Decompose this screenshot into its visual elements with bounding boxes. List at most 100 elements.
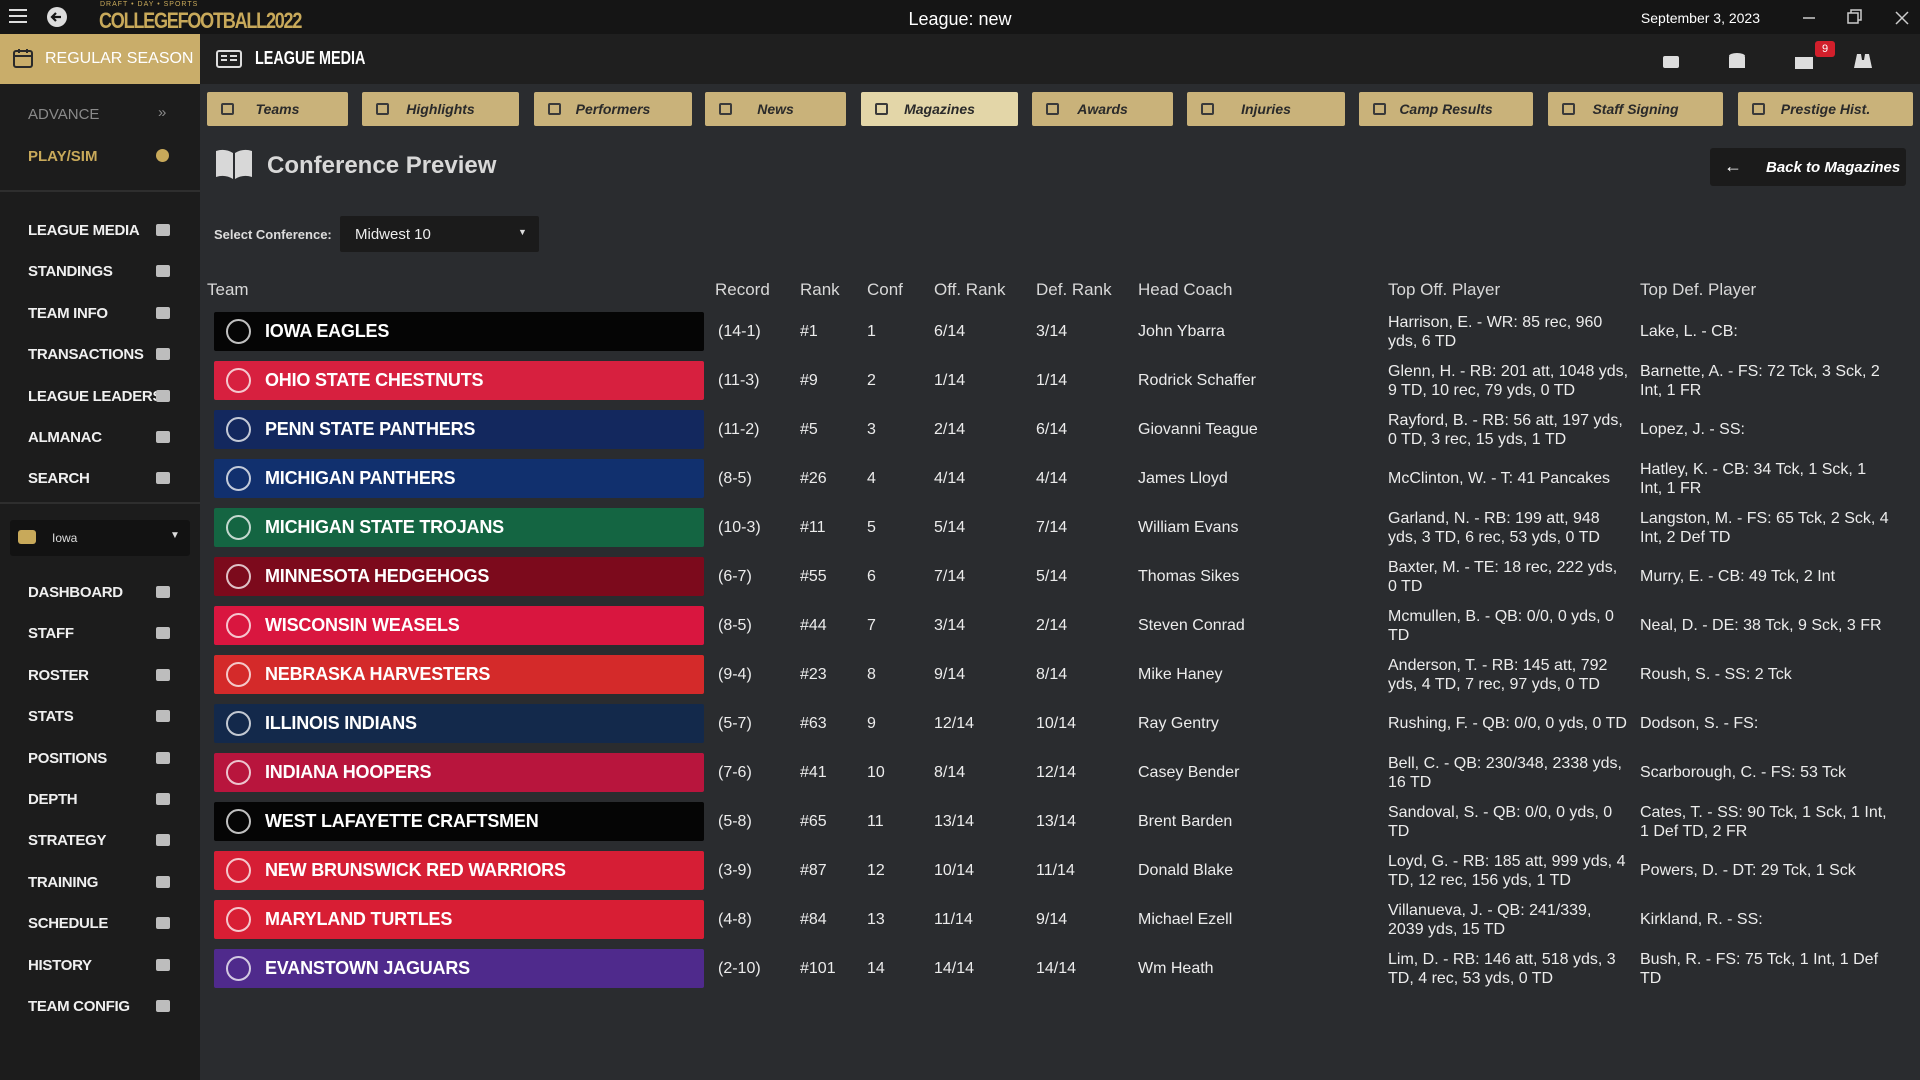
sidebar-item[interactable]: TRAINING (28, 873, 99, 891)
team-name[interactable]: MINNESOTA HEDGEHOGS (214, 557, 704, 596)
toolbar-icons[interactable] (1660, 48, 1880, 72)
table-cell: #5 (800, 421, 818, 438)
table-cell: 13 (867, 911, 885, 928)
sidebar-icon (156, 265, 170, 278)
advance-icon: » (158, 104, 167, 121)
table-cell: Kirkland, R. - SS: (1640, 911, 1763, 928)
tab-label: Teams (255, 101, 300, 117)
sidebar-item[interactable]: SCHEDULE (28, 915, 109, 933)
table-cell: (14-1) (718, 323, 761, 340)
team-select[interactable]: Iowa ▼ (10, 520, 190, 556)
sidebar-item[interactable]: STAFF (28, 625, 74, 643)
table-cell: 14 (867, 960, 885, 977)
tab[interactable]: Highlights (362, 92, 519, 126)
tab[interactable]: Staff Signing (1548, 92, 1723, 126)
table-cell: Sandoval, S. - QB: 0/0, 0 yds, 0 TD (1388, 803, 1613, 840)
season-box[interactable]: REGULAR SEASON (0, 34, 200, 84)
tab[interactable]: Prestige Hist. (1738, 92, 1913, 126)
tab[interactable]: Awards (1032, 92, 1173, 126)
team-select-value: Iowa (52, 531, 78, 545)
sidebar-item[interactable]: DEPTH (28, 791, 78, 808)
tab-icon (1046, 103, 1059, 115)
sidebar-item[interactable]: POSITIONS (28, 749, 107, 767)
play-sim-button[interactable]: PLAY/SIM (28, 148, 98, 165)
media-icon (216, 50, 242, 68)
team-name[interactable]: NEW BRUNSWICK RED WARRIORS (214, 851, 704, 890)
sidebar-item[interactable]: STATS (28, 708, 74, 726)
sidebar-item[interactable]: TEAM CONFIG (28, 998, 130, 1015)
column-header: Rank (800, 280, 840, 299)
sidebar-item[interactable]: ROSTER (28, 666, 89, 684)
back-icon[interactable] (46, 6, 68, 28)
menu-icon[interactable] (8, 7, 28, 25)
team-name[interactable]: WEST LAFAYETTE CRAFTSMEN (214, 802, 704, 841)
divider (0, 502, 200, 504)
table-cell: 6/14 (934, 323, 966, 340)
tab[interactable]: Camp Results (1359, 92, 1533, 126)
sidebar-item[interactable]: LEAGUE MEDIA (28, 222, 140, 239)
advance-button[interactable]: ADVANCE (28, 106, 100, 123)
table-cell: Barnette, A. - FS: 72 Tck, 3 Sck, 2 Int,… (1640, 362, 1880, 399)
team-name[interactable]: WISCONSIN WEASELS (214, 606, 704, 645)
sidebar-item[interactable]: ALMANAC (28, 429, 102, 446)
back-button[interactable]: ← Back to Magazines (1710, 148, 1906, 186)
table-cell: Neal, D. - DE: 38 Tck, 9 Sck, 3 FR (1640, 617, 1882, 634)
sidebar-item[interactable]: HISTORY (28, 956, 92, 974)
team-name[interactable]: MARYLAND TURTLES (214, 900, 704, 939)
team-name[interactable]: ILLINOIS INDIANS (214, 704, 704, 743)
table-cell: 3 (867, 421, 876, 438)
column-header: Record (715, 280, 770, 299)
team-logo (226, 466, 251, 491)
window-controls[interactable] (1800, 8, 1920, 28)
table-cell: Bell, C. - QB: 230/348, 2338 yds, 16 TD (1388, 754, 1622, 791)
table-cell: Loyd, G. - RB: 185 att, 999 yds, 4 TD, 1… (1388, 852, 1626, 889)
table-cell: Anderson, T. - RB: 145 att, 792 yds, 4 T… (1388, 656, 1608, 693)
select-label: Select Conference: (214, 227, 332, 242)
season-label: REGULAR SEASON (45, 50, 194, 67)
table-cell: #87 (800, 862, 827, 879)
table-cell: John Ybarra (1138, 323, 1225, 340)
table-cell: 11/14 (934, 911, 973, 928)
back-label: Back to Magazines (1766, 159, 1901, 176)
sidebar-icon (156, 834, 170, 847)
table-cell: #9 (800, 372, 818, 389)
team-name[interactable]: MICHIGAN PANTHERS (214, 459, 704, 498)
sidebar-item[interactable]: STRATEGY (28, 832, 107, 850)
team-name[interactable]: PENN STATE PANTHERS (214, 410, 704, 449)
team-name[interactable]: IOWA EAGLES (214, 312, 704, 351)
tab[interactable]: Performers (534, 92, 692, 126)
sidebar-icon (156, 472, 170, 485)
table-cell: (5-8) (718, 813, 752, 830)
team-name[interactable]: OHIO STATE CHESTNUTS (214, 361, 704, 400)
table-cell: (11-3) (718, 372, 760, 389)
team-name[interactable]: EVANSTOWN JAGUARS (214, 949, 704, 988)
sidebar-item[interactable]: STANDINGS (28, 263, 113, 281)
tab[interactable]: Magazines (861, 92, 1018, 126)
tab[interactable]: Teams (207, 92, 348, 126)
sidebar-item[interactable]: LEAGUE LEADERS (28, 387, 163, 405)
section-label: LEAGUE MEDIA (255, 48, 366, 68)
table-cell: 9/14 (934, 666, 966, 683)
sidebar-item[interactable]: TEAM INFO (28, 304, 108, 322)
team-name[interactable]: NEBRASKA HARVESTERS (214, 655, 704, 694)
sidebar-item[interactable]: SEARCH (28, 470, 90, 488)
tab[interactable]: News (705, 92, 846, 126)
conference-select[interactable]: Midwest 10 ▼ (340, 216, 539, 252)
table-cell: Michael Ezell (1138, 911, 1233, 928)
sidebar-item[interactable]: DASHBOARD (28, 584, 123, 601)
table-cell: 14/14 (934, 960, 975, 977)
tab-label: Injuries (1241, 101, 1291, 117)
team-name[interactable]: MICHIGAN STATE TROJANS (214, 508, 704, 547)
table-cell: 7/14 (1036, 519, 1068, 536)
sidebar-icon (156, 1000, 170, 1012)
table-cell: 3/14 (1036, 323, 1068, 340)
mail-badge: 9 (1815, 41, 1835, 57)
table-cell: #65 (800, 813, 827, 830)
sidebar-item[interactable]: TRANSACTIONS (28, 346, 144, 364)
tab[interactable]: Injuries (1187, 92, 1345, 126)
divider (0, 190, 200, 192)
table-cell: 3/14 (934, 617, 966, 634)
team-name[interactable]: INDIANA HOOPERS (214, 753, 704, 792)
table-cell: (10-3) (718, 519, 761, 536)
table-cell: Steven Conrad (1138, 617, 1245, 634)
